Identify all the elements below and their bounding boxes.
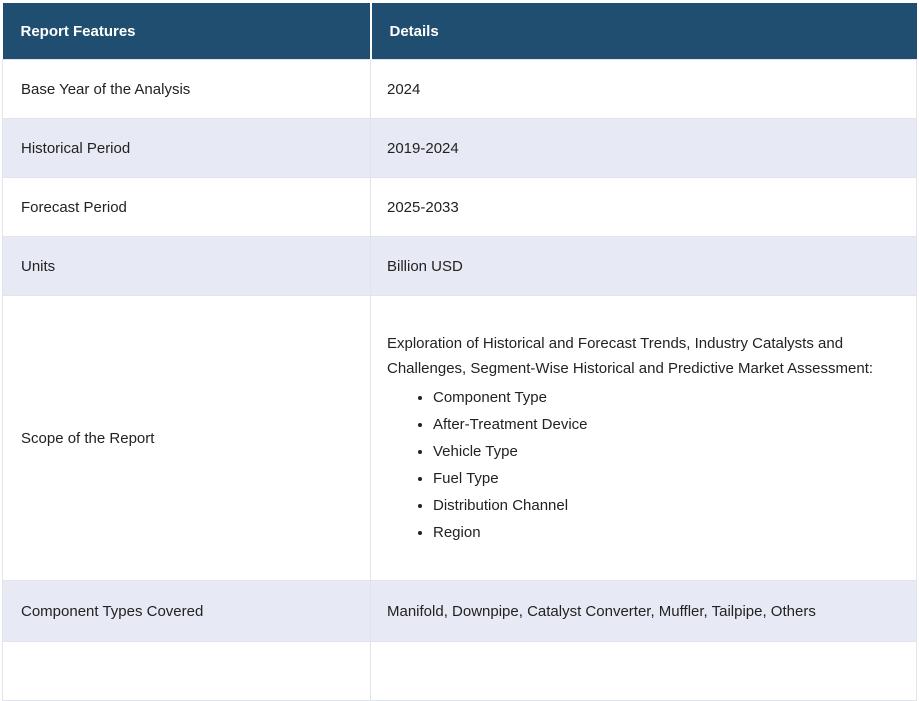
column-header-report-features: Report Features [2, 3, 372, 60]
table-row-forecast-period: Forecast Period 2025-2033 [2, 177, 917, 237]
feature-label: Component Types Covered [2, 580, 371, 642]
feature-label-empty [2, 641, 371, 701]
table-row-partial [2, 641, 917, 701]
detail-value: 2019-2024 [370, 118, 917, 178]
scope-bullet-item: Distribution Channel [433, 492, 900, 519]
column-header-details: Details [370, 3, 917, 60]
detail-value: Manifold, Downpipe, Catalyst Converter, … [370, 580, 917, 642]
detail-value: Billion USD [370, 236, 917, 296]
table-row-base-year: Base Year of the Analysis 2024 [2, 59, 917, 119]
scope-bullet-list: Component Type After-Treatment Device Ve… [387, 384, 900, 546]
header-row: Report Features Details [2, 3, 917, 60]
feature-label: Forecast Period [2, 177, 371, 237]
feature-label: Scope of the Report [2, 295, 371, 581]
report-features-table: Report Features Details Base Year of the… [2, 3, 917, 701]
scope-intro-text: Exploration of Historical and Forecast T… [387, 334, 874, 377]
feature-label: Base Year of the Analysis [2, 59, 371, 119]
table-row-scope: Scope of the Report Exploration of Histo… [2, 295, 917, 581]
detail-value-empty [370, 641, 917, 701]
table-row-component-types: Component Types Covered Manifold, Downpi… [2, 580, 917, 642]
table-row-historical-period: Historical Period 2019-2024 [2, 118, 917, 178]
table-row-units: Units Billion USD [2, 236, 917, 296]
detail-value-scope: Exploration of Historical and Forecast T… [370, 295, 917, 581]
scope-bullet-item: Region [433, 519, 900, 546]
scope-bullet-item: Vehicle Type [433, 438, 900, 465]
scope-bullet-item: Component Type [433, 384, 900, 411]
table-body: Base Year of the Analysis 2024 Historica… [2, 59, 917, 701]
scope-bullet-item: After-Treatment Device [433, 411, 900, 438]
scope-bullet-item: Fuel Type [433, 465, 900, 492]
detail-value: 2025-2033 [370, 177, 917, 237]
feature-label: Historical Period [2, 118, 371, 178]
detail-value: 2024 [370, 59, 917, 119]
feature-label: Units [2, 236, 371, 296]
table-header: Report Features Details [2, 3, 917, 60]
